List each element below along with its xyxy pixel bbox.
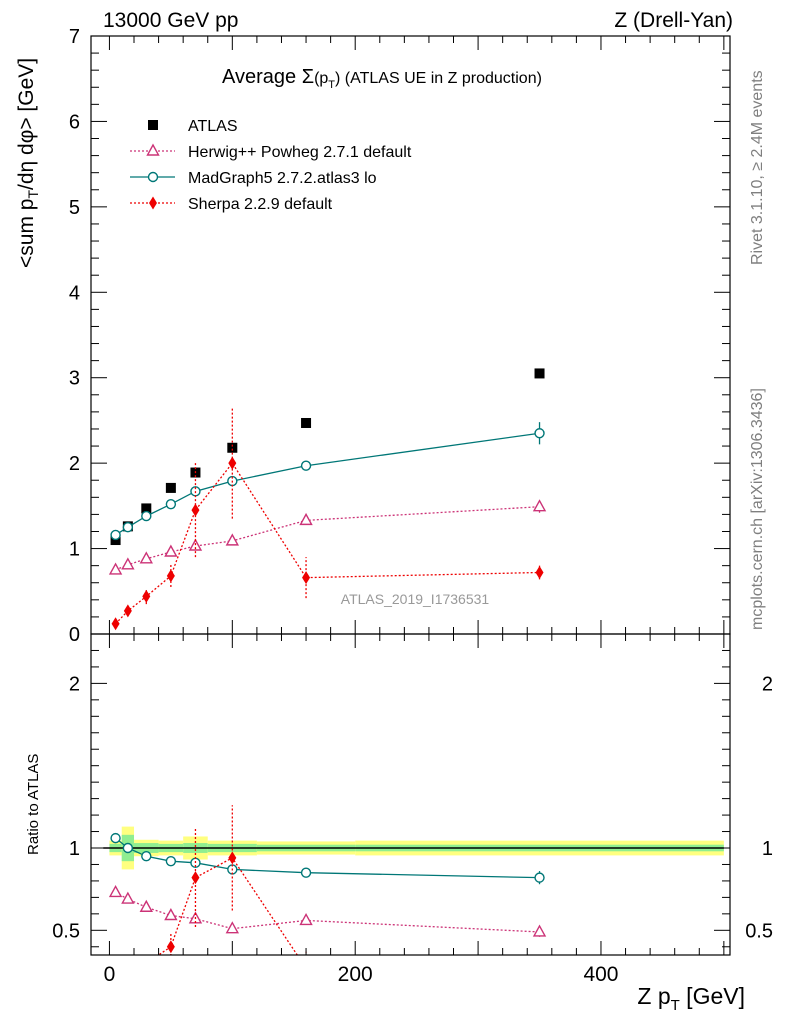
legend-marker-sherpa: [149, 196, 157, 210]
main-herwig-point: [299, 512, 313, 526]
legend-label-atlas: ATLAS: [188, 118, 238, 135]
ratio-sherpa-line: [157, 857, 299, 955]
legend-marker-herwig: [146, 143, 160, 156]
ratio-plot-series: [108, 805, 547, 1001]
x-axis-label: Z pT [GeV]: [637, 983, 745, 1014]
main-y-tick-label: 1: [69, 539, 80, 561]
ratio-herwig-point: [139, 899, 153, 912]
ratio-madgraph-point: [122, 842, 134, 854]
ratio-madgraph-point: [110, 832, 121, 844]
header-right: Z (Drell-Yan): [614, 9, 733, 32]
main-herwig-point: [532, 499, 547, 512]
main-madgraph-point: [300, 460, 312, 471]
ratio-y-tick-label-right: 2: [762, 673, 773, 695]
legend-label-madgraph: MadGraph5 2.7.2.atlas3 lo: [188, 170, 377, 187]
ratio-herwig-point: [108, 884, 123, 898]
axis-ticks: [91, 35, 730, 955]
legend-marker-madgraph: [147, 171, 159, 183]
ratio-sherpa-point: [112, 988, 120, 1001]
main-madgraph-point: [165, 498, 177, 510]
legend-label-herwig: Herwig++ Powheg 2.7.1 default: [188, 144, 412, 161]
main-sherpa-point: [302, 571, 311, 585]
main-atlas-point: [301, 417, 312, 428]
main-madgraph-line: [115, 432, 540, 536]
ratio-sherpa-point: [302, 962, 310, 975]
main-atlas-point: [141, 503, 152, 514]
ratio-y-tick-label: 0.5: [52, 920, 80, 942]
main-y-tick-label: 4: [69, 282, 80, 304]
ratio-y-tick-label-right: 0.5: [745, 920, 773, 942]
axis-tick-labels: 0 200 400 0 1 2 3 4 5 6 7 0.5 0.5 1 1 2 2: [52, 26, 773, 986]
main-sherpa-point: [142, 589, 151, 603]
rivet-label: Rivet 3.1.10, ≥ 2.4M events: [749, 70, 766, 265]
main-sherpa-point: [535, 565, 544, 579]
main-y-tick-label: 7: [69, 26, 80, 48]
main-sherpa-point: [123, 604, 132, 618]
main-sherpa-point: [191, 503, 200, 517]
main-madgraph-point: [110, 529, 121, 541]
ratio-sherpa-point: [124, 972, 132, 985]
x-tick-label: 200: [338, 963, 373, 986]
ratio-sherpa-point: [142, 957, 150, 970]
x-tick-label: 400: [583, 963, 618, 986]
ratio-herwig-point: [532, 924, 547, 937]
ratio-herwig-point: [121, 891, 135, 904]
main-sherpa-line: [115, 462, 540, 625]
x-tick-label: 0: [104, 963, 116, 986]
legend-marker-atlas: [148, 120, 158, 130]
main-herwig-point: [164, 544, 178, 557]
main-sherpa-point: [166, 569, 175, 583]
main-y-axis-label: <sum pT/dη dφ> [GeV]: [15, 58, 41, 268]
ratio-herwig-line: [115, 891, 540, 933]
main-herwig-point: [225, 533, 240, 546]
ratio-madgraph-point: [141, 851, 152, 862]
plot-title: Average Σ(pT) (ATLAS UE in Z production): [222, 66, 542, 91]
main-panel-frame: [90, 35, 731, 635]
ratio-y-axis-label: Ratio to ATLAS: [25, 754, 42, 855]
ratio-sherpa-point: [166, 940, 175, 954]
legend-label-sherpa: Sherpa 2.2.9 default: [188, 196, 333, 213]
ratio-panel-frame: [90, 633, 731, 956]
main-herwig-point: [121, 557, 135, 570]
main-herwig-point: [139, 551, 153, 564]
main-herwig-point: [108, 562, 123, 575]
legend: ATLAS Herwig++ Powheg 2.7.1 default MadGra…: [130, 118, 412, 213]
main-y-tick-label: 3: [69, 368, 80, 390]
ratio-madgraph-point: [534, 872, 545, 883]
ratio-herwig-point: [164, 908, 178, 921]
ratio-sherpa-point: [536, 967, 544, 980]
main-herwig-line: [115, 506, 540, 571]
main-atlas-point: [165, 482, 176, 493]
ratio-herwig-point: [299, 912, 313, 926]
main-atlas-point: [534, 368, 545, 379]
main-plot-series: [108, 368, 547, 631]
main-atlas-point: [227, 442, 238, 453]
header-left: 13000 GeV pp: [103, 9, 238, 32]
main-madgraph-point: [534, 428, 545, 439]
ratio-herwig-point: [225, 921, 240, 934]
ratio-y-tick-label-right: 1: [762, 838, 773, 860]
main-y-tick-label: 6: [69, 111, 80, 133]
analysis-watermark: ATLAS_2019_I1736531: [341, 591, 490, 607]
ratio-sherpa-point: [191, 871, 200, 885]
main-sherpa-point: [228, 456, 237, 470]
main-madgraph-point: [141, 510, 152, 522]
main-y-tick-label: 5: [69, 197, 80, 219]
main-y-tick-label: 0: [69, 624, 80, 646]
mcplots-label: mcplots.cern.ch [arXiv:1306.3436]: [749, 388, 766, 630]
main-y-tick-label: 2: [69, 453, 80, 475]
ratio-madgraph-point: [300, 867, 312, 878]
ratio-y-tick-label: 1: [69, 838, 80, 860]
main-madgraph-point: [122, 522, 134, 533]
ratio-y-tick-label: 2: [69, 673, 80, 695]
ratio-madgraph-point: [165, 855, 177, 867]
main-sherpa-point: [111, 617, 120, 631]
ratio-sherpa-point: [228, 851, 237, 865]
